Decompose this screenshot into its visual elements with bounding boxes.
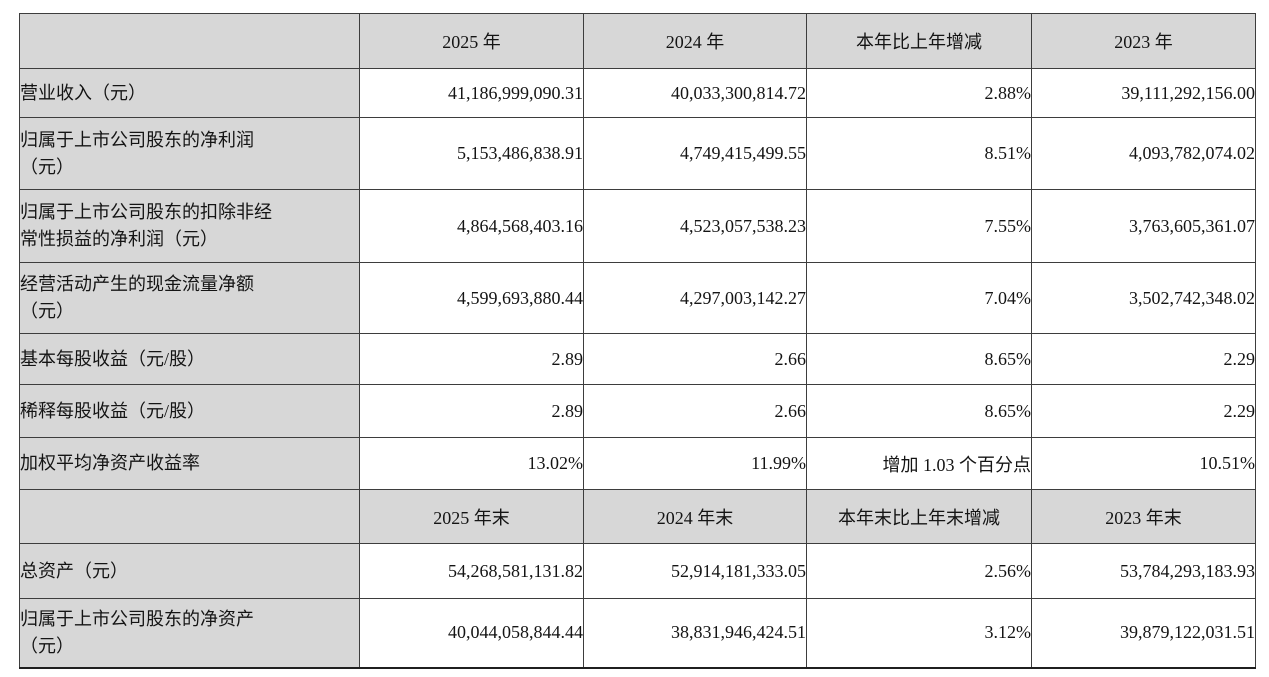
row-label: 归属于上市公司股东的净利润 （元） — [19, 117, 360, 190]
cell-value: 10.51% — [1031, 437, 1256, 490]
row-label: 归属于上市公司股东的净资产 （元） — [19, 598, 360, 668]
row-label: 经营活动产生的现金流量净额 （元） — [19, 262, 360, 334]
cell-value: 3,763,605,361.07 — [1031, 189, 1256, 263]
cell-value: 4,297,003,142.27 — [583, 262, 807, 334]
cell-value: 4,599,693,880.44 — [359, 262, 584, 334]
row-label: 加权平均净资产收益率 — [19, 437, 360, 490]
cell-value: 2.66 — [583, 384, 807, 438]
column-header-2024: 2024 年 — [583, 13, 807, 69]
table-row-net-profit: 归属于上市公司股东的净利润 （元） 5,153,486,838.91 4,749… — [19, 117, 1256, 190]
cell-value: 2.89 — [359, 333, 584, 385]
row-label: 基本每股收益（元/股） — [19, 333, 360, 385]
cell-value: 4,523,057,538.23 — [583, 189, 807, 263]
cell-value: 52,914,181,333.05 — [583, 543, 807, 599]
cell-value: 8.51% — [806, 117, 1032, 190]
row-label: 总资产（元） — [19, 543, 360, 599]
column-header-end-yoy-change: 本年末比上年末增减 — [806, 489, 1032, 544]
cell-value: 2.29 — [1031, 333, 1256, 385]
cell-value: 2.56% — [806, 543, 1032, 599]
table-row-basic-eps: 基本每股收益（元/股） 2.89 2.66 8.65% 2.29 — [19, 333, 1256, 385]
cell-value: 8.65% — [806, 384, 1032, 438]
table-row-operating-cash-flow: 经营活动产生的现金流量净额 （元） 4,599,693,880.44 4,297… — [19, 262, 1256, 334]
column-header-2023: 2023 年 — [1031, 13, 1256, 69]
corner-cell — [19, 489, 360, 544]
row-label: 归属于上市公司股东的扣除非经 常性损益的净利润（元） — [19, 189, 360, 263]
cell-value: 3,502,742,348.02 — [1031, 262, 1256, 334]
table-row-total-assets: 总资产（元） 54,268,581,131.82 52,914,181,333.… — [19, 543, 1256, 599]
cell-value: 4,749,415,499.55 — [583, 117, 807, 190]
row-label: 稀释每股收益（元/股） — [19, 384, 360, 438]
financial-summary-table: 2025 年 2024 年 本年比上年增减 2023 年 营业收入（元） 41,… — [19, 13, 1256, 669]
table-row-weighted-avg-roe: 加权平均净资产收益率 13.02% 11.99% 增加 1.03 个百分点 10… — [19, 437, 1256, 490]
cell-value: 2.66 — [583, 333, 807, 385]
cell-value: 41,186,999,090.31 — [359, 68, 584, 118]
row-label: 营业收入（元） — [19, 68, 360, 118]
corner-cell — [19, 13, 360, 69]
cell-value: 7.04% — [806, 262, 1032, 334]
table-row-diluted-eps: 稀释每股收益（元/股） 2.89 2.66 8.65% 2.29 — [19, 384, 1256, 438]
cell-value: 4,864,568,403.16 — [359, 189, 584, 263]
column-header-2023-end: 2023 年末 — [1031, 489, 1256, 544]
cell-value: 13.02% — [359, 437, 584, 490]
table-row-revenue: 营业收入（元） 41,186,999,090.31 40,033,300,814… — [19, 68, 1256, 118]
cell-value: 2.29 — [1031, 384, 1256, 438]
cell-value: 38,831,946,424.51 — [583, 598, 807, 668]
column-header-yoy-change: 本年比上年增减 — [806, 13, 1032, 69]
cell-value: 39,111,292,156.00 — [1031, 68, 1256, 118]
period-header-row: 2025 年 2024 年 本年比上年增减 2023 年 — [19, 13, 1256, 69]
table-row-net-assets: 归属于上市公司股东的净资产 （元） 40,044,058,844.44 38,8… — [19, 598, 1256, 668]
column-header-2025-end: 2025 年末 — [359, 489, 584, 544]
table-row-net-profit-excl-nonrecurring: 归属于上市公司股东的扣除非经 常性损益的净利润（元） 4,864,568,403… — [19, 189, 1256, 263]
cell-value: 11.99% — [583, 437, 807, 490]
cell-value: 53,784,293,183.93 — [1031, 543, 1256, 599]
cell-value: 8.65% — [806, 333, 1032, 385]
cell-value: 4,093,782,074.02 — [1031, 117, 1256, 190]
cell-value: 54,268,581,131.82 — [359, 543, 584, 599]
column-header-2024-end: 2024 年末 — [583, 489, 807, 544]
cell-value: 7.55% — [806, 189, 1032, 263]
cell-value: 5,153,486,838.91 — [359, 117, 584, 190]
period-end-header-row: 2025 年末 2024 年末 本年末比上年末增减 2023 年末 — [19, 489, 1256, 544]
cell-value: 39,879,122,031.51 — [1031, 598, 1256, 668]
cell-value: 40,044,058,844.44 — [359, 598, 584, 668]
cell-value: 3.12% — [806, 598, 1032, 668]
cell-value: 40,033,300,814.72 — [583, 68, 807, 118]
column-header-2025: 2025 年 — [359, 13, 584, 69]
cell-value: 2.89 — [359, 384, 584, 438]
cell-value: 2.88% — [806, 68, 1032, 118]
cell-value: 增加 1.03 个百分点 — [806, 437, 1032, 490]
